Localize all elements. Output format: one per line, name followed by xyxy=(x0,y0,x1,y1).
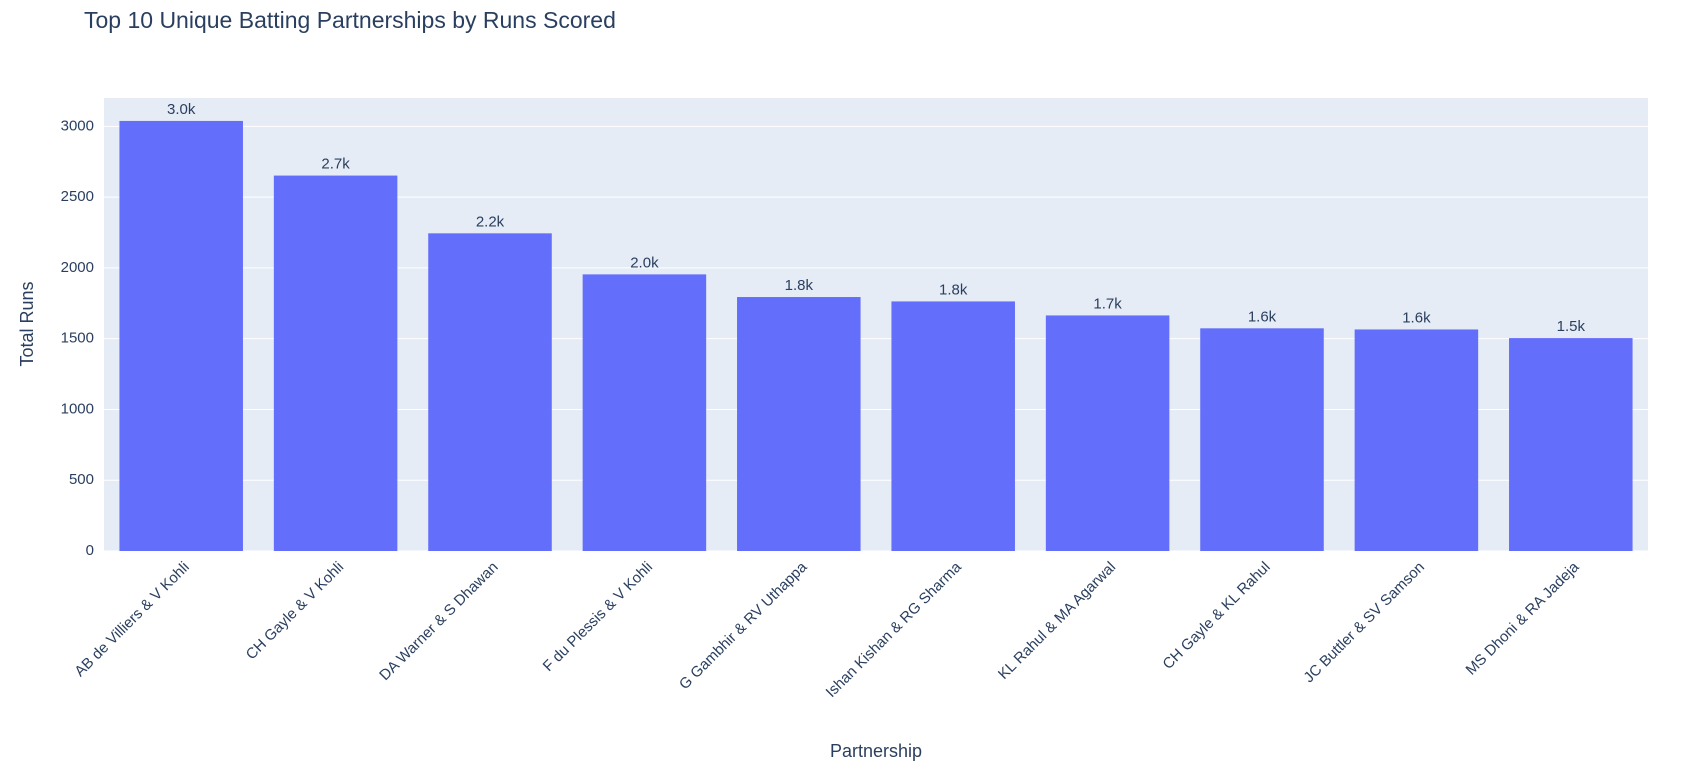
x-tick-label: DA Warner & S Dhawan xyxy=(376,559,501,684)
x-tick-label: JC Buttler & SV Samson xyxy=(1300,559,1428,687)
x-tick-label: Ishan Kishan & RG Sharma xyxy=(823,558,966,701)
bar xyxy=(119,120,243,551)
bar xyxy=(1509,338,1633,551)
bar xyxy=(1354,329,1479,551)
bar xyxy=(1200,328,1324,551)
y-tick-label: 1500 xyxy=(61,330,94,347)
bar xyxy=(582,274,707,551)
value-label: 1.8k xyxy=(939,281,968,298)
x-tick-label: AB de Villiers & V Kohli xyxy=(71,559,192,680)
y-tick-label: 2500 xyxy=(61,188,94,205)
bar xyxy=(428,233,552,552)
y-axis-title: Total Runs xyxy=(17,281,37,366)
value-label: 1.6k xyxy=(1248,308,1277,325)
value-label: 1.6k xyxy=(1402,309,1431,326)
x-tick-label: CH Gayle & V Kohli xyxy=(243,559,348,664)
x-tick-label: F du Plessis & V Kohli xyxy=(540,559,656,675)
y-tick-label: 3000 xyxy=(61,117,94,134)
y-tick-label: 0 xyxy=(86,542,94,559)
value-label: 3.0k xyxy=(167,101,196,118)
y-tick-label: 2000 xyxy=(61,259,94,276)
value-label: 2.2k xyxy=(476,213,505,230)
bar xyxy=(1045,315,1170,551)
x-tick-label: KL Rahul & MA Agarwal xyxy=(995,559,1119,683)
value-label: 2.0k xyxy=(630,254,659,271)
x-tick-label: CH Gayle & KL Rahul xyxy=(1159,559,1273,673)
chart-title: Top 10 Unique Batting Partnerships by Ru… xyxy=(84,7,616,33)
value-label: 1.5k xyxy=(1557,318,1586,335)
y-tick-label: 1000 xyxy=(61,400,94,417)
x-tick-label: G Gambhir & RV Uthappa xyxy=(676,558,811,693)
value-label: 1.8k xyxy=(785,277,814,294)
y-tick-label: 500 xyxy=(69,471,94,488)
bar xyxy=(891,301,1015,551)
bar xyxy=(273,175,398,552)
bar xyxy=(737,297,861,551)
x-tick-label: MS Dhoni & RA Jadeja xyxy=(1463,558,1583,678)
value-label: 2.7k xyxy=(321,156,350,173)
x-axis-title: Partnership xyxy=(830,741,922,761)
value-label: 1.7k xyxy=(1093,295,1122,312)
